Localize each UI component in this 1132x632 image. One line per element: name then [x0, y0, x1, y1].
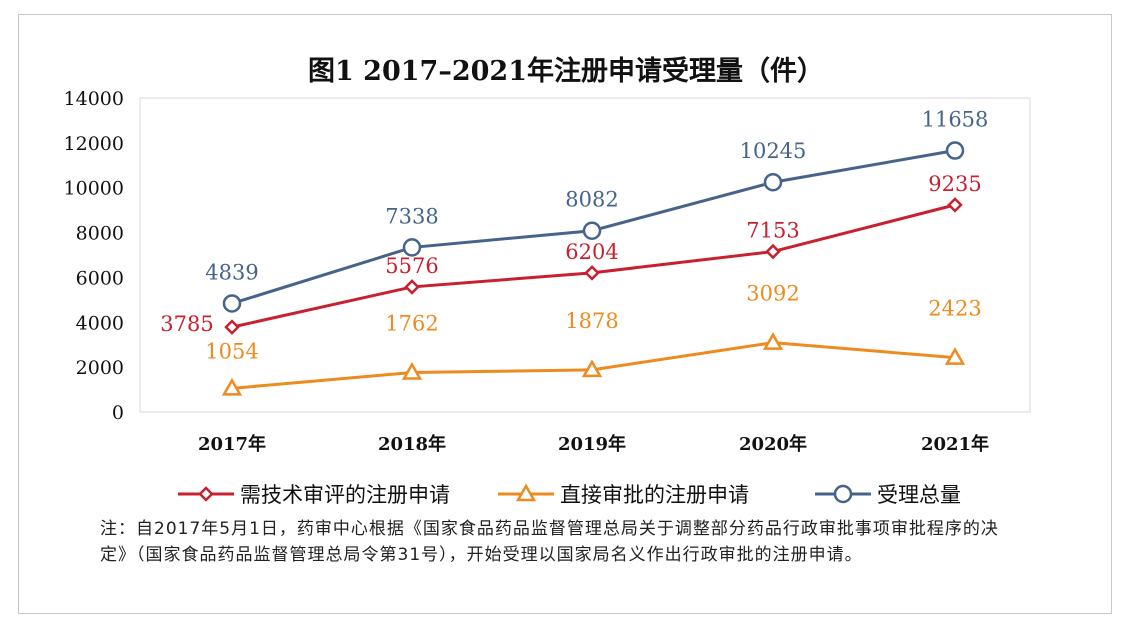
- y-tick-label: 6000: [76, 267, 124, 289]
- data-point: [222, 294, 242, 313]
- data-point: [765, 243, 781, 260]
- data-label: 1762: [385, 311, 438, 335]
- legend-label: 受理总量: [877, 483, 961, 507]
- x-tick-label: 2021年: [921, 433, 989, 455]
- data-point: [944, 347, 966, 365]
- data-point: [581, 359, 603, 378]
- data-label: 4839: [205, 260, 258, 284]
- x-tick-label: 2018年: [378, 433, 446, 455]
- footnote: 注：自2017年5月1日，药审中心根据《国家食品药品监督管理总局关于调整部分药品…: [100, 519, 999, 565]
- data-label: 7338: [385, 204, 438, 228]
- data-point: [762, 332, 784, 350]
- y-tick-label: 8000: [76, 223, 124, 245]
- data-point: [401, 361, 423, 380]
- x-tick-label: 2019年: [558, 433, 626, 455]
- chart-title: 图1 2017–2021年注册申请受理量（件）: [308, 55, 824, 87]
- data-point: [947, 197, 963, 213]
- legend-label: 需技术审评的注册申请: [240, 483, 450, 507]
- data-label: 1878: [565, 309, 618, 333]
- data-point: [584, 265, 600, 281]
- y-tick-label: 12000: [64, 133, 124, 155]
- data-label: 7153: [746, 219, 799, 243]
- data-point: [763, 172, 783, 192]
- y-tick-label: 4000: [76, 312, 124, 334]
- data-point: [221, 377, 243, 396]
- data-point: [945, 141, 965, 160]
- y-tick-label: 0: [112, 402, 124, 424]
- data-point: [224, 319, 240, 335]
- y-tick-label: 2000: [76, 357, 124, 379]
- data-label: 3785: [160, 312, 213, 336]
- data-point: [582, 221, 602, 240]
- y-tick-label: 14000: [64, 88, 124, 110]
- x-tick-label: 2017年: [198, 433, 266, 455]
- legend-marker-icon: [515, 483, 537, 502]
- data-label: 5576: [385, 254, 438, 278]
- data-label: 10245: [740, 139, 807, 163]
- y-tick-label: 10000: [64, 178, 124, 200]
- data-point: [402, 238, 422, 257]
- legend-marker-icon: [833, 484, 853, 504]
- x-tick-label: 2020年: [739, 433, 807, 455]
- chart-frame: [18, 14, 1112, 614]
- data-label: 6204: [565, 240, 618, 264]
- data-label: 9235: [928, 172, 981, 196]
- legend-marker-icon: [198, 486, 214, 502]
- data-point: [404, 279, 420, 295]
- data-label: 8082: [565, 188, 618, 212]
- data-label: 1054: [205, 339, 258, 363]
- data-label: 11658: [922, 108, 989, 132]
- data-label: 2423: [928, 297, 981, 321]
- legend-label: 直接审批的注册申请: [560, 483, 749, 507]
- data-label: 3092: [746, 282, 799, 306]
- plot-area: [139, 97, 1031, 413]
